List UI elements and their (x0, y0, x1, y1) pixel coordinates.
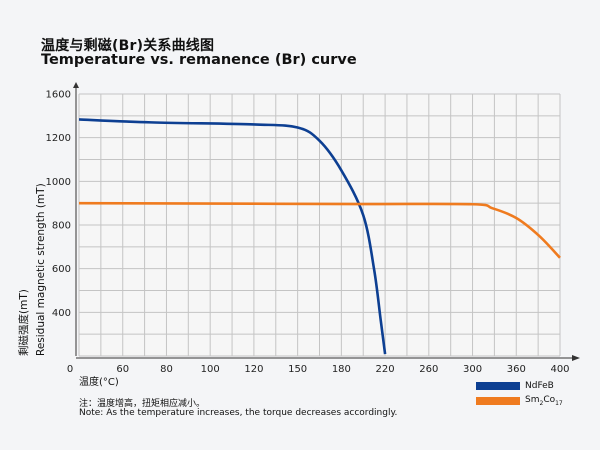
legend-swatch-sm2co17 (476, 396, 520, 405)
legend-item-sm2co17: Sm2Co17 (476, 395, 563, 407)
y-axis-label-cn: 剩磁强度(mT) (17, 289, 30, 356)
x-tick-label: 150 (288, 364, 307, 375)
x-axis-arrow-icon (572, 355, 580, 361)
x-tick-label: 260 (419, 364, 438, 375)
legend-sub-2: 2 (539, 399, 544, 407)
y-tick-label: 400 (52, 308, 71, 319)
legend-label-sm2co17: Sm2Co17 (525, 395, 563, 407)
y-axis-label-en: Residual magnetic strength (mT) (35, 183, 47, 356)
chart-title-cn: 温度与剩磁(Br)关系曲线图 (41, 38, 215, 54)
series-line-ndfeb (78, 118, 387, 355)
x-tick-label: 80 (160, 364, 173, 375)
legend-swatch-ndfeb (476, 382, 520, 390)
y-tick-label: 1200 (46, 133, 71, 144)
legend-label-ndfeb: NdFeB (525, 381, 554, 391)
note-en: Note: As the temperature increases, the … (79, 408, 398, 418)
x-tick-label: 220 (376, 364, 395, 375)
legend-text-co: Co (543, 395, 556, 405)
legend-text-sm: Sm (525, 395, 540, 405)
series-line-sm2co17 (78, 201, 561, 259)
y-tick-label: 1600 (46, 90, 71, 101)
axes (73, 82, 580, 361)
x-tick-label: 100 (201, 364, 220, 375)
x-tick-label: 400 (550, 364, 569, 375)
note-cn: 注：温度增高，扭矩相应减小。 (79, 399, 206, 409)
x-tick-label: 300 (463, 364, 482, 375)
chart-title-en: Temperature vs. remanence (Br) curve (41, 52, 357, 68)
x-axis-label: 温度(°C) (79, 377, 119, 388)
x-tick-label: 180 (332, 364, 351, 375)
y-axis-arrow-icon (73, 82, 79, 88)
tick-labels: 0 60 80 100 120 150 180 220 260 300 360 400 400 600 80… (46, 90, 570, 376)
x-tick-label: 60 (116, 364, 129, 375)
legend-sub-17: 17 (555, 399, 563, 407)
y-tick-label: 1000 (46, 177, 71, 188)
x-tick-label: 0 (67, 364, 73, 375)
x-tick-label: 120 (244, 364, 263, 375)
series-lines (78, 118, 561, 355)
y-tick-label: 800 (52, 221, 71, 232)
legend-item-ndfeb: NdFeB (476, 381, 554, 391)
y-tick-label: 600 (52, 264, 71, 275)
grid (78, 93, 561, 357)
x-tick-label: 360 (507, 364, 526, 375)
